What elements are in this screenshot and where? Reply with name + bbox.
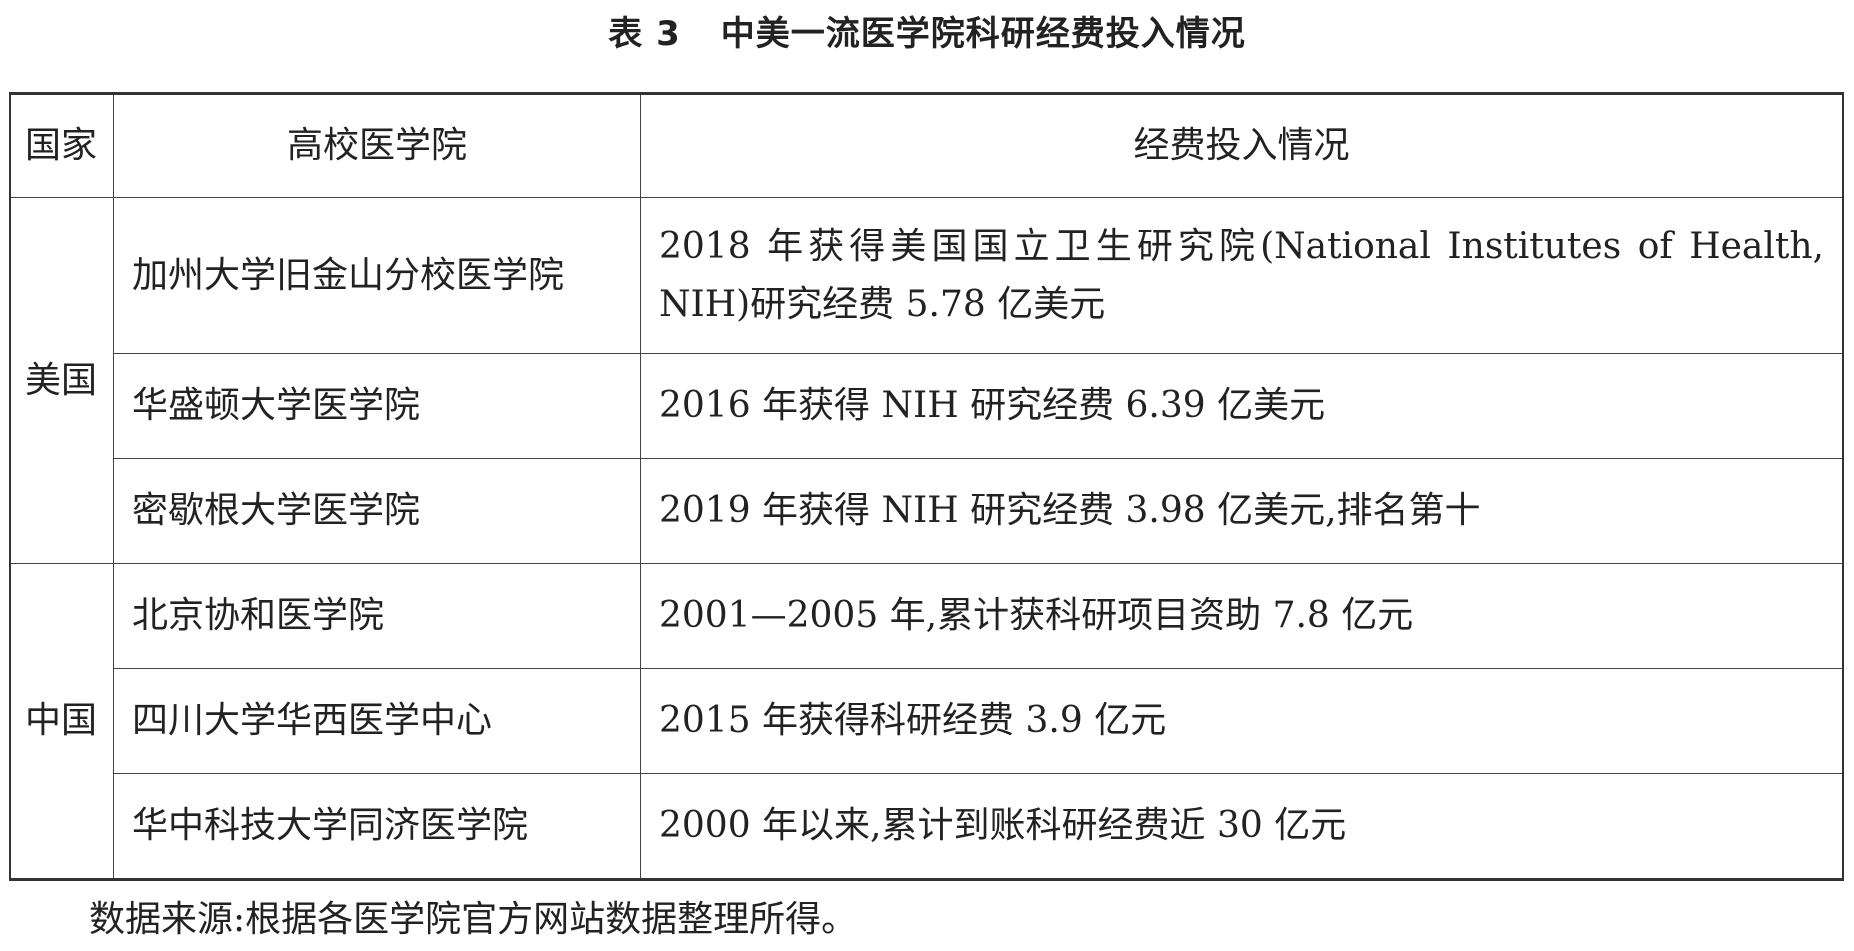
funding-cell: 2001—2005 年,累计获科研项目资助 7.8 亿元: [640, 563, 1844, 669]
funding-cell: 2018 年获得美国国立卫生研究院(National Institutes of…: [640, 197, 1844, 354]
school-cell: 北京协和医学院: [113, 563, 641, 669]
table-row: 密歇根大学医学院 2019 年获得 NIH 研究经费 3.98 亿美元,排名第十: [10, 458, 1844, 564]
school-cell: 四川大学华西医学中心: [113, 668, 641, 774]
header-row: 国家 高校医学院 经费投入情况: [9, 93, 1844, 198]
table-title: 中美一流医学院科研经费投入情况: [720, 14, 1246, 54]
table-row: 中国 北京协和医学院 2001—2005 年,累计获科研项目资助 7.8 亿元: [9, 563, 1844, 880]
funding-cell: 2019 年获得 NIH 研究经费 3.98 亿美元,排名第十: [640, 458, 1844, 564]
source-note: 数据来源:根据各医学院官方网站数据整理所得。: [89, 899, 858, 940]
country-cell: 美国: [9, 197, 114, 564]
table-row: 美国 加州大学旧金山分校医学院 2018 年获得美国国立卫生研究院(Nation…: [9, 197, 1844, 564]
table-row: 华中科技大学同济医学院 2000 年以来,累计到账科研经费近 30 亿元: [10, 773, 1844, 880]
funding-cell: 2000 年以来,累计到账科研经费近 30 亿元: [640, 773, 1844, 880]
header-funding: 经费投入情况: [640, 93, 1844, 198]
school-cell: 华中科技大学同济医学院: [113, 773, 641, 880]
funding-cell: 2016 年获得 NIH 研究经费 6.39 亿美元: [640, 353, 1844, 459]
country-cell: 中国: [9, 563, 114, 880]
school-cell: 华盛顿大学医学院: [113, 353, 641, 459]
table-row: 华盛顿大学医学院 2016 年获得 NIH 研究经费 6.39 亿美元: [10, 353, 1844, 459]
school-cell: 加州大学旧金山分校医学院: [113, 197, 641, 354]
table-number: 表 3: [608, 14, 681, 54]
table-caption: 表 3 中美一流医学院科研经费投入情况: [0, 6, 1854, 55]
header-country: 国家: [9, 93, 114, 198]
table-row: 四川大学华西医学中心 2015 年获得科研经费 3.9 亿元: [10, 668, 1844, 774]
funding-table: 国家 高校医学院 经费投入情况 美国 加州大学旧金山分校医学院 2018 年获得…: [9, 92, 1844, 881]
school-cell: 密歇根大学医学院: [113, 458, 641, 564]
header-school: 高校医学院: [113, 93, 641, 198]
funding-cell: 2015 年获得科研经费 3.9 亿元: [640, 668, 1844, 774]
